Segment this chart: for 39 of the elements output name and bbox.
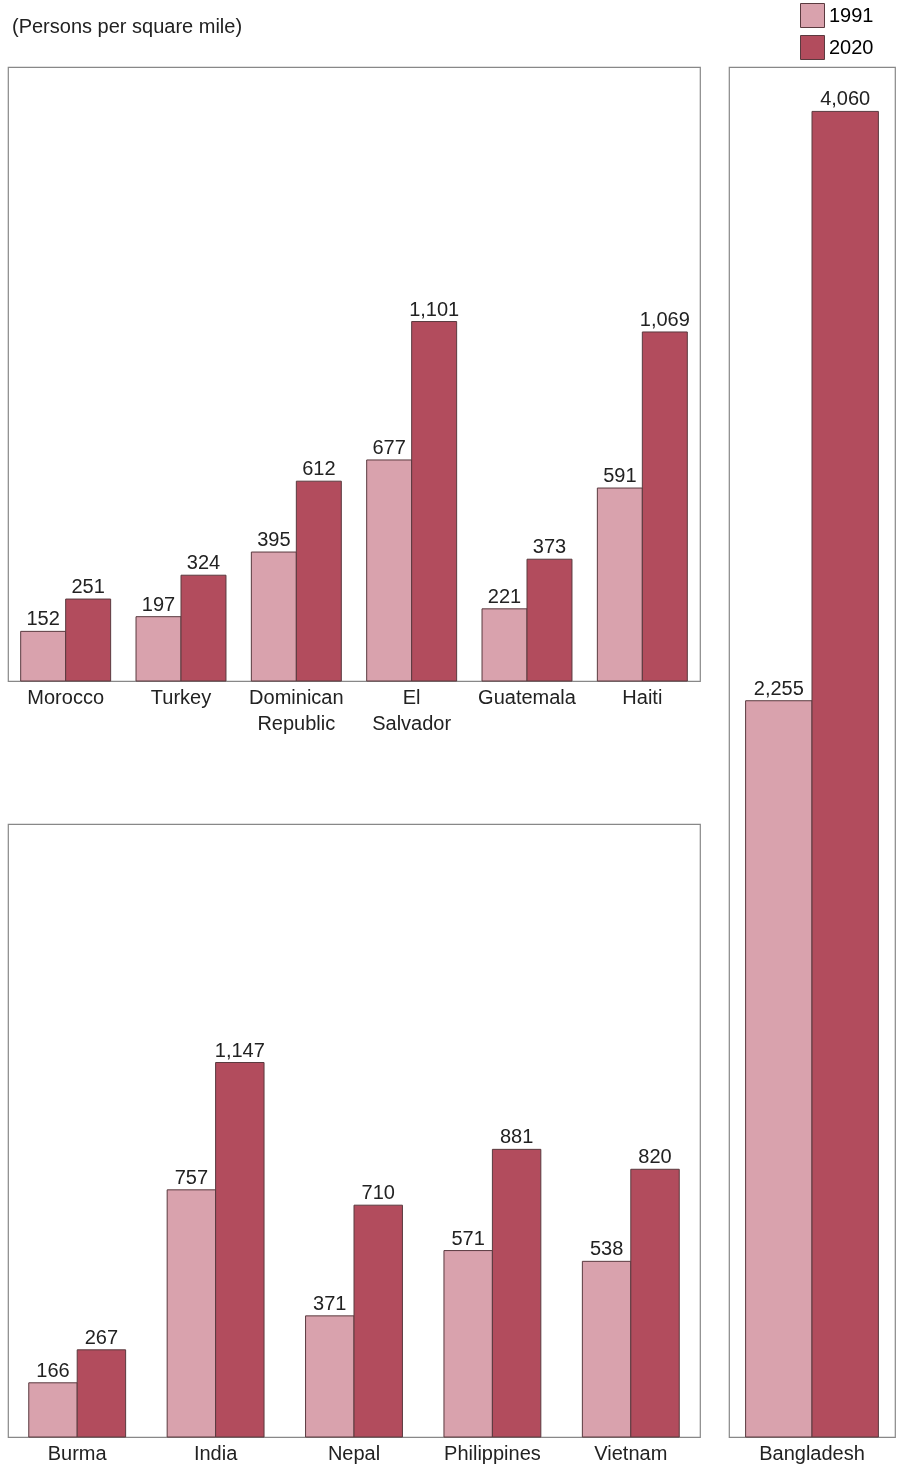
legend-label: 1991 xyxy=(829,3,874,26)
x-tick-label: Bangladesh xyxy=(759,1441,865,1464)
x-tick-label: Vietnam xyxy=(594,1441,668,1464)
x-tick-label: Dominican Republic xyxy=(249,685,344,734)
data-label: 591 xyxy=(603,464,637,487)
data-label: 571 xyxy=(451,1226,485,1249)
data-label: 324 xyxy=(186,551,221,574)
data-label: 612 xyxy=(302,457,336,480)
legend-label: 2020 xyxy=(829,35,874,58)
x-tick-label: Philippines xyxy=(444,1441,541,1464)
data-label: 710 xyxy=(361,1181,395,1204)
data-label: 152 xyxy=(26,607,60,630)
data-label: 373 xyxy=(532,535,567,558)
data-label: 166 xyxy=(36,1358,70,1381)
data-label: 820 xyxy=(638,1145,672,1168)
data-label: 1,147 xyxy=(214,1038,265,1061)
data-label: 267 xyxy=(84,1325,119,1348)
data-label: 251 xyxy=(71,575,105,598)
data-label: 371 xyxy=(313,1291,347,1314)
data-label: 2,255 xyxy=(753,676,804,699)
x-tick-label: Haiti xyxy=(622,685,663,708)
x-tick-label: Morocco xyxy=(27,685,105,708)
chart-subtitle: (Persons per square mile) xyxy=(12,15,243,37)
data-label: 757 xyxy=(174,1165,209,1188)
data-label: 677 xyxy=(372,435,406,458)
data-label: 4,060 xyxy=(820,87,871,110)
data-label: 1,069 xyxy=(639,307,690,330)
x-tick-label: Burma xyxy=(47,1441,108,1464)
x-tick-label: India xyxy=(193,1441,239,1464)
data-label: 395 xyxy=(257,528,291,551)
data-label: 221 xyxy=(487,584,522,607)
x-tick-label: Turkey xyxy=(150,685,212,708)
x-tick-label: Guatemala xyxy=(478,685,577,708)
x-tick-label: Nepal xyxy=(327,1441,381,1464)
data-label: 197 xyxy=(141,592,176,615)
data-label: 538 xyxy=(589,1237,624,1260)
data-label: 1,101 xyxy=(409,297,460,320)
x-tick-label: El Salvador xyxy=(372,685,452,734)
data-label: 881 xyxy=(499,1125,534,1148)
